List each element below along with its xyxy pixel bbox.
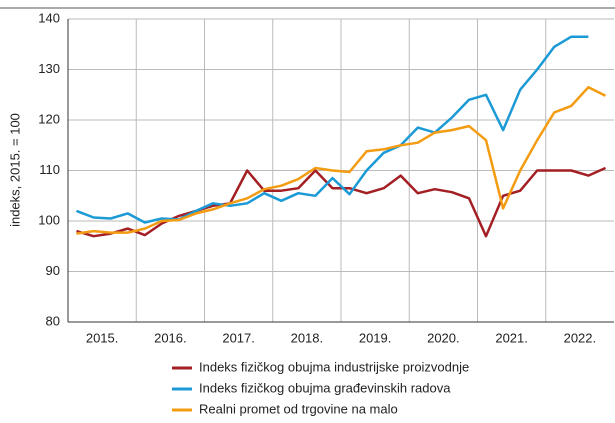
y-axis-label: indeks, 2015. = 100 bbox=[7, 113, 22, 227]
x-tick-label: 2019. bbox=[359, 330, 392, 345]
x-tick-label: 2022. bbox=[564, 330, 597, 345]
legend-label: Indeks fizičkog obujma industrijske proi… bbox=[199, 359, 469, 374]
y-tick-label: 120 bbox=[38, 111, 60, 126]
x-tick-label: 2018. bbox=[291, 330, 324, 345]
y-tick-label: 80 bbox=[46, 313, 60, 328]
y-tick-label: 100 bbox=[38, 212, 60, 227]
x-tick-label: 2020. bbox=[427, 330, 460, 345]
x-tick-label: 2017. bbox=[222, 330, 255, 345]
legend-label: Indeks fizičkog obujma građevinskih rado… bbox=[199, 380, 451, 395]
x-tick-label: 2021. bbox=[495, 330, 528, 345]
y-tick-label: 130 bbox=[38, 61, 60, 76]
series-line bbox=[76, 85, 607, 235]
y-tick-label: 140 bbox=[38, 10, 60, 25]
legend-label: Realni promet od trgovine na malo bbox=[199, 401, 398, 416]
y-tick-label: 90 bbox=[46, 263, 60, 278]
x-tick-label: 2015. bbox=[86, 330, 119, 345]
series-line bbox=[76, 35, 589, 224]
y-tick-label: 110 bbox=[39, 162, 60, 177]
x-tick-label: 2016. bbox=[154, 330, 187, 345]
series-line bbox=[76, 166, 607, 238]
